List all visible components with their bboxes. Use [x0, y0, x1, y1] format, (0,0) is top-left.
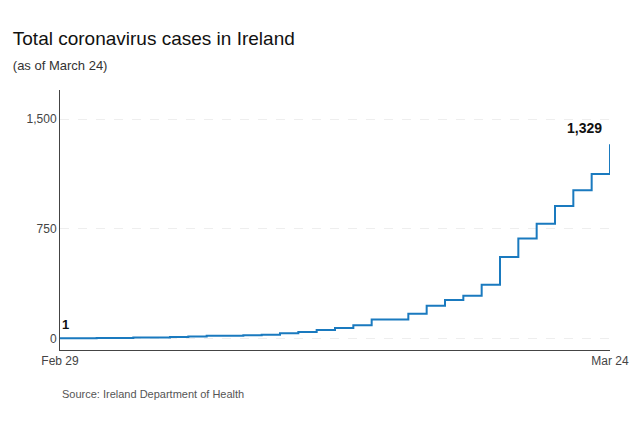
svg-text:Mar 24: Mar 24: [591, 354, 629, 368]
svg-text:0: 0: [50, 332, 57, 346]
svg-text:1,500: 1,500: [27, 112, 57, 126]
svg-text:750: 750: [37, 222, 57, 236]
svg-text:1,329: 1,329: [567, 120, 602, 136]
svg-text:1: 1: [62, 317, 69, 332]
svg-text:Source: Ireland Department of: Source: Ireland Department of Health: [62, 388, 244, 400]
svg-text:Total coronavirus cases in Ire: Total coronavirus cases in Ireland: [13, 28, 295, 49]
svg-text:Feb 29: Feb 29: [41, 354, 79, 368]
svg-text:(as of March 24): (as of March 24): [13, 58, 108, 73]
